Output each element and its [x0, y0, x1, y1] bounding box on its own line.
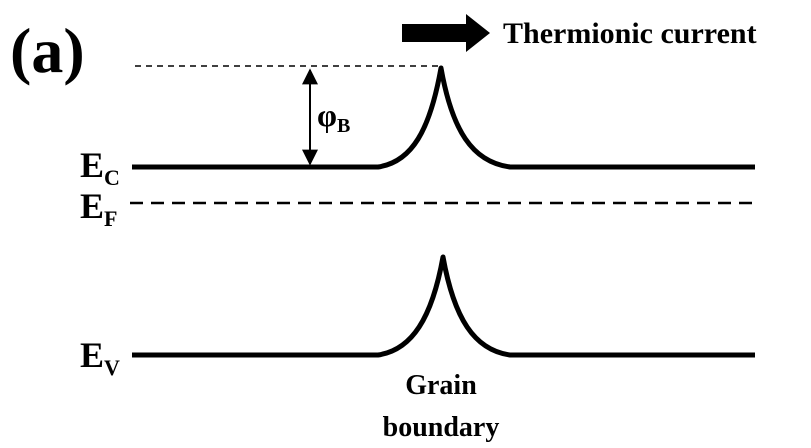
band-sub: C — [104, 165, 120, 190]
valence-band — [132, 254, 755, 358]
band-symbol: E — [80, 335, 104, 375]
barrier-label: φB — [317, 97, 350, 137]
band-label: EC — [80, 145, 120, 190]
panel-label: (a) — [10, 15, 85, 86]
grain-boundary-label: Grain — [405, 370, 477, 401]
band-label: EV — [80, 335, 120, 380]
current-label: Thermionic current — [503, 17, 757, 50]
conduction-band — [132, 65, 755, 170]
band-sub: F — [104, 206, 117, 231]
grain-boundary-label: boundary — [383, 412, 500, 443]
band-symbol: E — [80, 145, 104, 185]
band-sub: V — [104, 355, 120, 380]
barrier-sub: B — [337, 115, 350, 137]
band-label: EF — [80, 186, 117, 231]
band-symbol: E — [80, 186, 104, 226]
current-arrow — [402, 14, 490, 52]
barrier-symbol: φ — [317, 97, 337, 133]
